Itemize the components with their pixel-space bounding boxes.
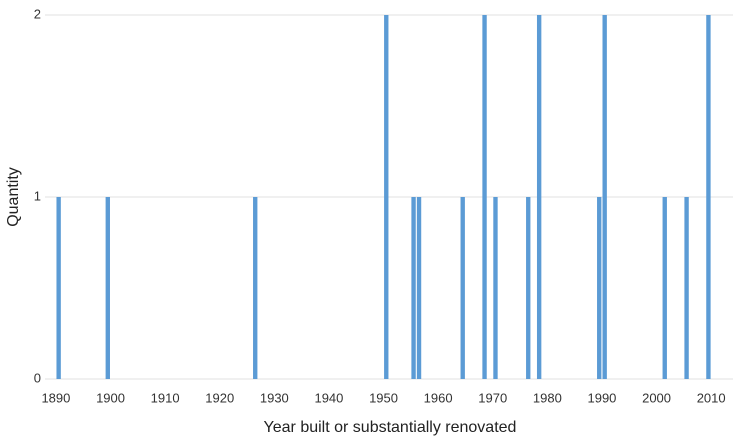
x-tick-label: 1990 [587, 390, 616, 405]
x-tick-label: 1890 [41, 390, 70, 405]
bar [411, 197, 416, 379]
y-tick-label: 0 [34, 370, 41, 385]
bar [706, 15, 711, 379]
x-tick-label: 1910 [151, 390, 180, 405]
x-tick-label: 1980 [533, 390, 562, 405]
bar [684, 197, 689, 379]
bar [662, 197, 667, 379]
x-tick-label: 2000 [642, 390, 671, 405]
bar [597, 197, 602, 379]
bar [460, 197, 465, 379]
x-tick-label: 1900 [96, 390, 125, 405]
bar [416, 197, 422, 379]
bar [105, 197, 110, 379]
x-tick-label: 2010 [697, 390, 726, 405]
bar [526, 197, 531, 379]
bar [493, 197, 498, 379]
x-tick-label: 1970 [478, 390, 507, 405]
bar [602, 15, 607, 379]
y-axis-title: Quantity [5, 167, 22, 227]
bar [56, 197, 61, 379]
bar [384, 15, 389, 379]
x-tick-label: 1920 [205, 390, 234, 405]
y-tick-label: 1 [34, 188, 41, 203]
bar [482, 15, 487, 379]
bar [536, 15, 542, 379]
bar [253, 197, 258, 379]
x-tick-label: 1930 [260, 390, 289, 405]
x-tick-label: 1960 [424, 390, 453, 405]
y-tick-label: 2 [34, 6, 41, 21]
x-tick-label: 1950 [369, 390, 398, 405]
x-axis-title: Year built or substantially renovated [264, 419, 517, 436]
x-tick-label: 1940 [314, 390, 343, 405]
